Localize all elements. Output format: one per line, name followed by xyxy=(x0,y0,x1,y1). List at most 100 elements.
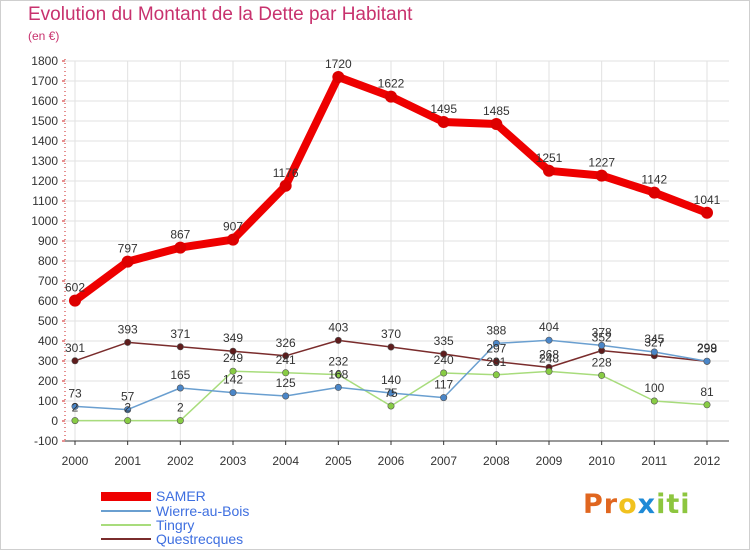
data-point-wierre-au-bois xyxy=(334,383,342,391)
data-point-wierre-au-bois xyxy=(71,402,79,410)
data-label-questrecques: 327 xyxy=(644,336,664,350)
data-point-samer xyxy=(121,255,134,268)
data-label-wierre-au-bois: 73 xyxy=(68,386,82,400)
data-point-samer xyxy=(595,169,608,182)
data-point-questrecques xyxy=(229,347,237,355)
legend-swatch-tingry xyxy=(101,524,151,526)
data-label-questrecques: 301 xyxy=(65,341,85,355)
data-point-samer xyxy=(490,118,503,130)
y-tick-label: 1000 xyxy=(31,214,58,228)
data-point-tingry xyxy=(650,397,658,405)
y-tick-label: 800 xyxy=(38,254,58,268)
data-point-samer xyxy=(174,241,187,254)
x-tick-label: 2010 xyxy=(588,454,615,468)
data-label-samer: 1041 xyxy=(694,193,721,207)
data-label-tingry: 228 xyxy=(592,355,612,369)
data-label-questrecques: 268 xyxy=(539,347,559,361)
data-label-tingry: 232 xyxy=(328,355,348,369)
data-point-wierre-au-bois xyxy=(124,406,132,414)
x-tick-label: 2007 xyxy=(430,454,457,468)
data-point-tingry xyxy=(71,417,79,425)
y-tick-label: -100 xyxy=(34,434,58,448)
data-label-samer: 907 xyxy=(223,220,243,234)
data-label-wierre-au-bois: 168 xyxy=(328,367,348,381)
legend-swatch-samer xyxy=(101,491,151,501)
data-point-samer xyxy=(648,186,661,199)
data-point-tingry xyxy=(387,402,395,410)
y-tick-label: 1700 xyxy=(31,74,58,88)
data-point-questrecques xyxy=(440,350,448,358)
data-point-questrecques xyxy=(492,358,500,366)
data-point-wierre-au-bois xyxy=(545,336,553,344)
data-point-questrecques xyxy=(387,343,395,351)
x-tick-label: 2002 xyxy=(167,454,194,468)
data-label-samer: 1176 xyxy=(273,166,299,180)
chart-title: Evolution du Montant de la Dette par Hab… xyxy=(28,4,413,25)
y-tick-label: 1800 xyxy=(31,54,58,68)
data-point-tingry xyxy=(229,367,237,375)
data-label-tingry: 231 xyxy=(486,355,506,369)
data-label-samer: 1720 xyxy=(325,57,352,71)
data-label-questrecques: 403 xyxy=(328,320,348,334)
legend-swatch-wierre-au-bois xyxy=(101,510,151,512)
data-label-questrecques: 297 xyxy=(486,342,506,356)
data-point-questrecques xyxy=(176,343,184,351)
y-tick-label: 1100 xyxy=(32,194,58,208)
data-point-samer xyxy=(279,179,292,192)
data-label-questrecques: 393 xyxy=(118,322,138,336)
data-label-wierre-au-bois: 125 xyxy=(276,376,296,390)
data-label-samer: 1142 xyxy=(641,173,667,187)
data-label-wierre-au-bois: 378 xyxy=(592,325,612,339)
data-point-questrecques xyxy=(334,336,342,344)
y-tick-label: 700 xyxy=(38,274,58,288)
data-point-samer xyxy=(437,116,450,128)
data-label-tingry: 240 xyxy=(434,353,454,367)
proxiti-logo: Proxiti xyxy=(583,489,691,520)
data-label-wierre-au-bois: 142 xyxy=(223,373,243,387)
data-point-tingry xyxy=(334,371,342,379)
legend-label-wierre-au-bois: Wierre-au-Bois xyxy=(156,503,250,519)
data-label-tingry: 241 xyxy=(276,353,296,367)
x-tick-label: 2005 xyxy=(325,454,352,468)
legend-label-questrecques: Questrecques xyxy=(156,531,244,547)
data-point-wierre-au-bois xyxy=(282,392,290,400)
data-point-samer xyxy=(227,233,239,246)
data-label-tingry: 2 xyxy=(124,401,131,415)
data-label-tingry: 248 xyxy=(539,351,559,365)
data-point-tingry xyxy=(282,369,290,377)
x-tick-label: 2009 xyxy=(536,454,563,468)
chart-subtitle: (en €) xyxy=(28,29,60,43)
legend-item-samer: SAMER xyxy=(101,488,206,504)
legend-item-questrecques: Questrecques xyxy=(101,531,243,547)
x-tick-label: 2004 xyxy=(272,454,299,468)
data-label-tingry: 2 xyxy=(72,401,79,415)
data-label-wierre-au-bois: 140 xyxy=(381,373,401,387)
legend-item-wierre-au-bois: Wierre-au-Bois xyxy=(101,503,249,519)
data-point-tingry xyxy=(545,367,553,375)
data-label-samer: 797 xyxy=(118,242,138,256)
data-label-samer: 1251 xyxy=(536,151,563,165)
x-tick-label: 2000 xyxy=(62,454,89,468)
data-point-wierre-au-bois xyxy=(440,394,448,402)
data-label-questrecques: 335 xyxy=(434,334,454,348)
data-label-wierre-au-bois: 165 xyxy=(170,368,190,382)
data-label-samer: 1622 xyxy=(378,77,405,91)
legend-item-tingry: Tingry xyxy=(101,517,194,533)
data-point-questrecques xyxy=(71,357,79,365)
data-label-samer: 1485 xyxy=(483,104,510,118)
y-tick-label: 300 xyxy=(38,354,58,368)
data-label-tingry: 2 xyxy=(177,401,184,415)
data-label-wierre-au-bois: 345 xyxy=(644,332,664,346)
data-label-tingry: 75 xyxy=(384,386,398,400)
data-label-samer: 867 xyxy=(170,228,190,242)
y-tick-label: 1300 xyxy=(31,154,58,168)
x-tick-label: 2011 xyxy=(641,454,667,468)
data-point-questrecques xyxy=(282,352,290,360)
legend-swatch-questrecques xyxy=(101,538,151,540)
legend-label-samer: SAMER xyxy=(156,488,206,504)
data-point-wierre-au-bois xyxy=(598,341,606,349)
data-point-samer xyxy=(385,90,397,103)
y-tick-label: 1200 xyxy=(31,174,58,188)
x-tick-label: 2001 xyxy=(114,454,141,468)
